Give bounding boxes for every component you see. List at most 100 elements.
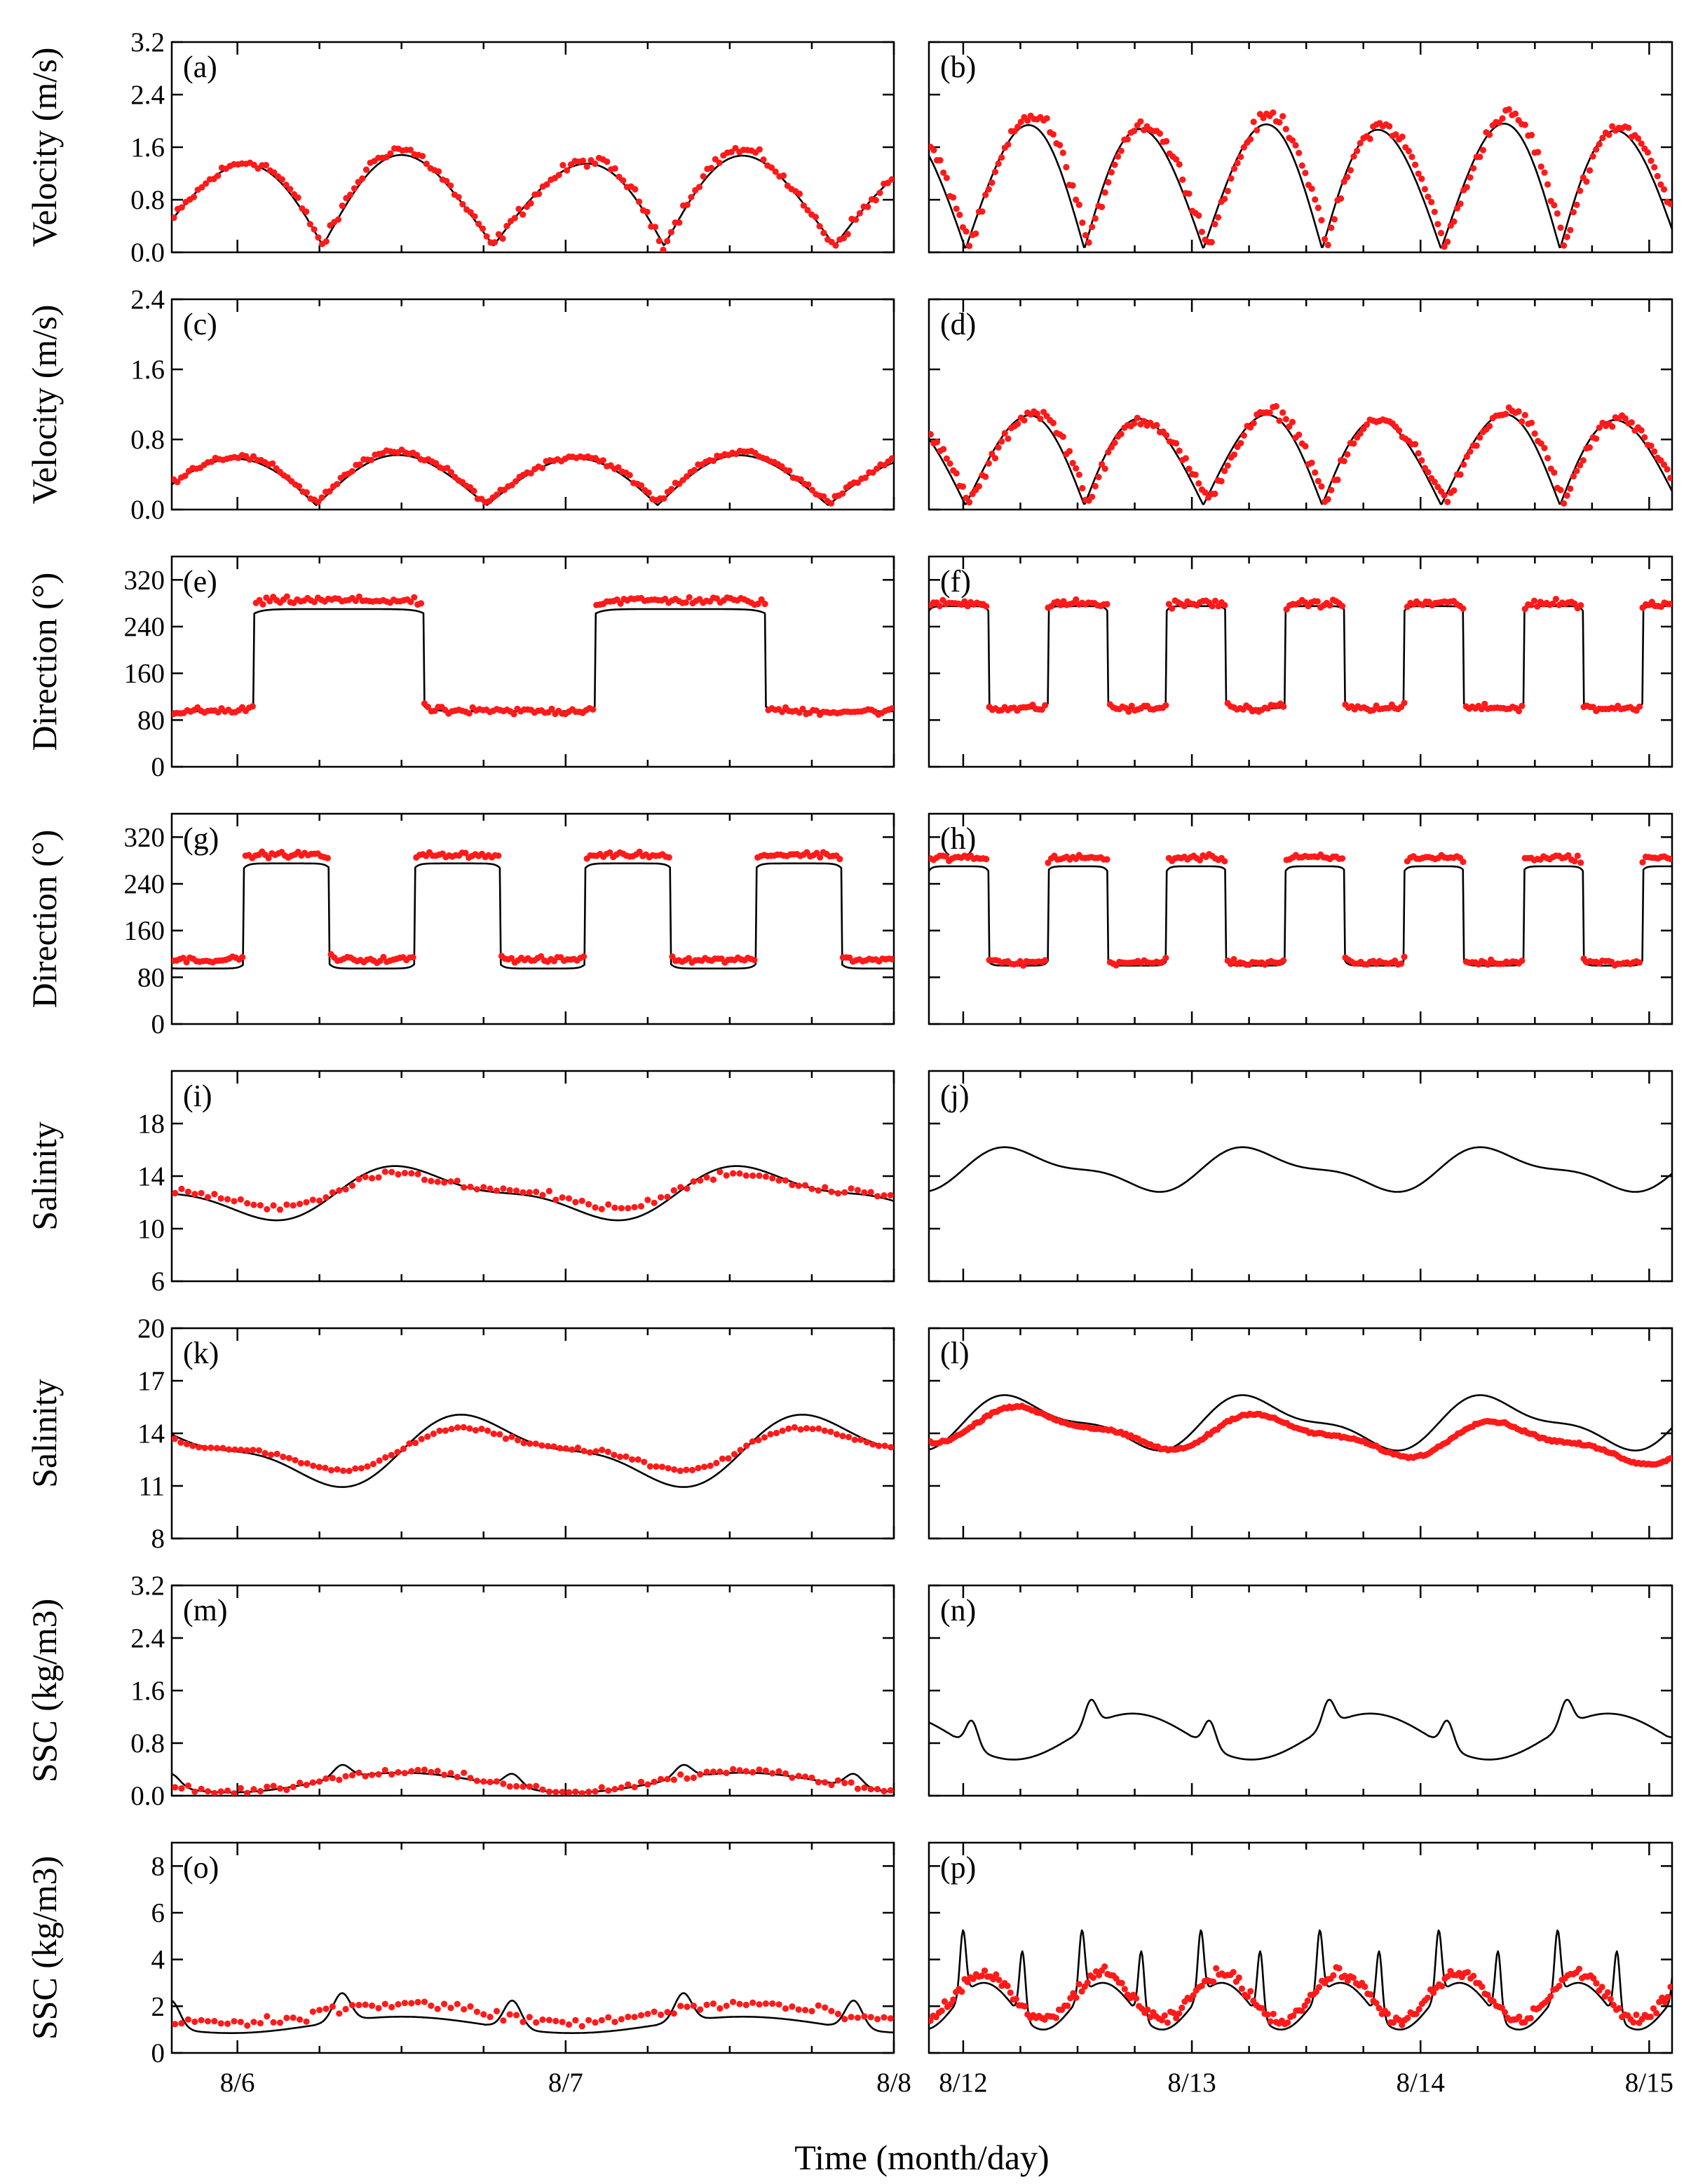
- observed-point: [500, 1185, 507, 1192]
- observed-point: [1476, 153, 1483, 161]
- observed-point: [401, 1770, 409, 1777]
- observed-point: [434, 1768, 441, 1775]
- y-tick-label: 0.0: [130, 238, 165, 268]
- observed-point: [578, 1197, 585, 1204]
- observed-point: [845, 1433, 853, 1440]
- observed-point: [1240, 432, 1247, 439]
- observed-point: [1244, 1993, 1251, 2000]
- observed-point: [475, 220, 482, 227]
- observed-point: [1073, 465, 1080, 472]
- y-axis-label: Salinity: [25, 1379, 64, 1488]
- observed-point: [1075, 1981, 1082, 1988]
- observed-point: [283, 593, 290, 600]
- observed-point: [1425, 193, 1432, 200]
- observed-point: [1075, 471, 1082, 478]
- observed-point: [336, 2010, 343, 2017]
- observed-point: [454, 1178, 461, 1185]
- observed-point: [418, 1435, 425, 1442]
- observed-point: [769, 2000, 776, 2007]
- observed-point: [198, 2016, 205, 2023]
- observed-point: [684, 2003, 691, 2010]
- observed-point: [1421, 186, 1428, 193]
- observed-point: [1528, 419, 1535, 426]
- observed-point: [815, 1425, 822, 1432]
- model-series-line: [172, 153, 894, 247]
- observed-point: [1164, 2019, 1171, 2026]
- observed-point: [1221, 601, 1228, 609]
- observed-point: [268, 1452, 275, 1459]
- observed-point: [1430, 1989, 1437, 1996]
- observed-point: [737, 1447, 744, 1454]
- observed-point: [953, 470, 960, 477]
- observed-point: [664, 238, 671, 245]
- observed-point: [828, 1188, 835, 1195]
- observed-point: [1437, 229, 1445, 237]
- observed-point: [869, 1441, 876, 1448]
- observed-point: [800, 202, 807, 209]
- observed-point: [409, 954, 416, 961]
- panel-o: 0 2 4 6 8 (o) 8/6 8/7 8/8 SSC (kg/m3): [25, 1841, 911, 2098]
- observed-point: [287, 186, 294, 193]
- observed-point: [1314, 598, 1321, 605]
- observed-point: [719, 1455, 726, 1462]
- observed-point: [1650, 2005, 1657, 2012]
- observed-point: [644, 1196, 651, 1203]
- observed-point: [520, 1440, 527, 1447]
- observed-point: [466, 1425, 473, 1432]
- observed-point: [1237, 153, 1244, 161]
- x-tick-label: 8/6: [220, 2068, 255, 2098]
- observed-point: [348, 2002, 356, 2009]
- observed-point: [1535, 149, 1542, 156]
- observed-point: [329, 1775, 336, 1782]
- observed-point: [270, 2019, 277, 2026]
- observed-point: [697, 1770, 704, 1778]
- observed-point: [336, 1187, 343, 1194]
- observed-point: [447, 2005, 454, 2012]
- observed-point: [1012, 1995, 1019, 2002]
- observed-point: [889, 955, 894, 963]
- observed-point: [1312, 196, 1319, 203]
- observed-point: [250, 2019, 257, 2026]
- observed-point: [1085, 239, 1092, 246]
- observed-point: [177, 1439, 184, 1446]
- observed-point: [998, 438, 1005, 445]
- observed-point: [198, 1785, 205, 1792]
- observed-point: [1431, 208, 1438, 215]
- observed-point: [237, 1196, 244, 1203]
- observed-point: [1384, 2010, 1391, 2017]
- observed-point: [795, 2006, 802, 2013]
- observed-point: [802, 1182, 809, 1189]
- observed-point: [983, 603, 990, 610]
- observed-point: [231, 1198, 238, 1205]
- observed-point: [1350, 1974, 1357, 1981]
- observed-point: [1280, 957, 1287, 964]
- observed-point: [816, 223, 823, 230]
- observed-point: [362, 166, 370, 173]
- observed-point: [1541, 169, 1548, 176]
- observed-point: [1108, 444, 1115, 451]
- observed-point: [255, 1447, 263, 1454]
- observed-point: [749, 1768, 756, 1776]
- observed-point: [713, 1459, 720, 1466]
- observed-point: [462, 849, 469, 856]
- observed-point: [876, 189, 883, 196]
- observed-point: [775, 2001, 782, 2008]
- observed-point: [723, 2002, 730, 2009]
- observed-point: [1561, 500, 1568, 507]
- observed-point: [958, 1988, 965, 1995]
- observed-point: [618, 1205, 625, 1212]
- observed-point: [768, 164, 775, 171]
- observed-point: [1024, 117, 1031, 124]
- observed-point: [519, 1189, 527, 1196]
- observed-point: [626, 472, 633, 479]
- observed-point: [421, 1766, 428, 1773]
- observed-point: [1250, 420, 1257, 427]
- observed-point: [1308, 459, 1315, 466]
- observed-point: [257, 2020, 264, 2027]
- y-tick-label: 2: [151, 1991, 165, 2021]
- observed-point: [559, 1194, 566, 1201]
- plot-area: [172, 446, 894, 507]
- observed-point: [408, 1170, 415, 1177]
- observed-point: [656, 238, 663, 245]
- observed-point: [1604, 1989, 1611, 1996]
